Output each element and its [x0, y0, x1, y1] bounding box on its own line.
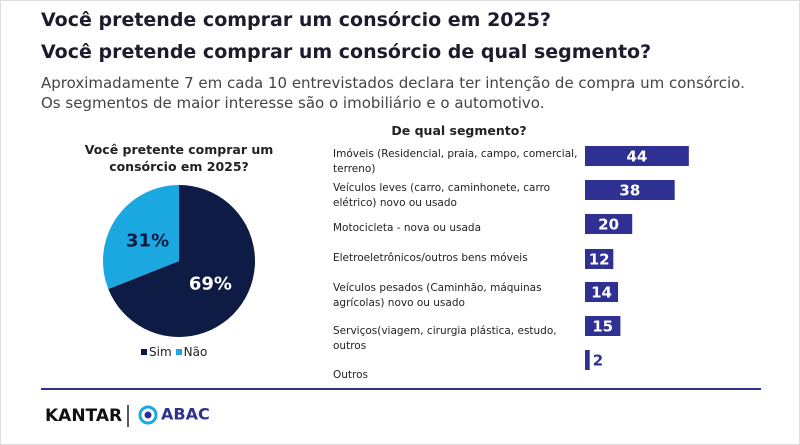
legend-label: Não [183, 345, 208, 359]
legend-label: Sim [149, 345, 172, 359]
category-label: Veículos pesados (Caminhão, máquinas agr… [333, 282, 542, 309]
bar [585, 350, 590, 370]
category-label: Outros [333, 369, 369, 381]
value-label: 20 [598, 216, 619, 234]
pie-label: 69% [189, 273, 232, 294]
subtitle: Você pretende comprar um consórcio de qu… [41, 41, 652, 63]
logo-text: ABAC [161, 405, 210, 424]
bar [585, 282, 619, 302]
legend: Sim Não [141, 345, 207, 359]
pie-title: Você pretente comprar um consórcio em 20… [84, 142, 274, 174]
legend-swatch [141, 349, 147, 355]
bar [585, 249, 614, 269]
logo-icon [138, 405, 158, 425]
category-label: Veículos leves (carro, caminhonete, carr… [333, 182, 551, 209]
value-label: 12 [589, 251, 610, 269]
value-label: 44 [626, 148, 647, 166]
category-label: Serviços(viagem, cirurgia plástica, estu… [333, 325, 557, 352]
title: Você pretende comprar um consórcio em 20… [41, 9, 551, 31]
text-line: Aproximadamente 7 em cada 10 entrevistad… [41, 74, 745, 92]
category-label: Eletroeletrônicos/outros bens móveis [333, 252, 528, 264]
category-label: Motocicleta - nova ou usada [333, 222, 482, 234]
logo-icon [144, 411, 152, 419]
bar [585, 214, 633, 234]
value-label: 14 [591, 284, 612, 302]
pie-label: 31% [126, 231, 169, 252]
category-label: Imóveis (Residencial, praia, campo, come… [333, 148, 578, 175]
value-label: 15 [592, 318, 613, 336]
pie-slice [102, 185, 179, 289]
bar-title: De qual segmento? [391, 123, 527, 138]
text-line: Os segmentos de maior interesse são o im… [41, 94, 545, 112]
pie-slice [108, 185, 255, 338]
value-label: 2 [593, 352, 603, 370]
bar [585, 146, 689, 166]
logo-text: KANTAR [45, 406, 122, 426]
value-label: 38 [619, 182, 640, 200]
bar [585, 180, 675, 200]
legend-swatch [175, 349, 182, 355]
bar [585, 316, 621, 336]
